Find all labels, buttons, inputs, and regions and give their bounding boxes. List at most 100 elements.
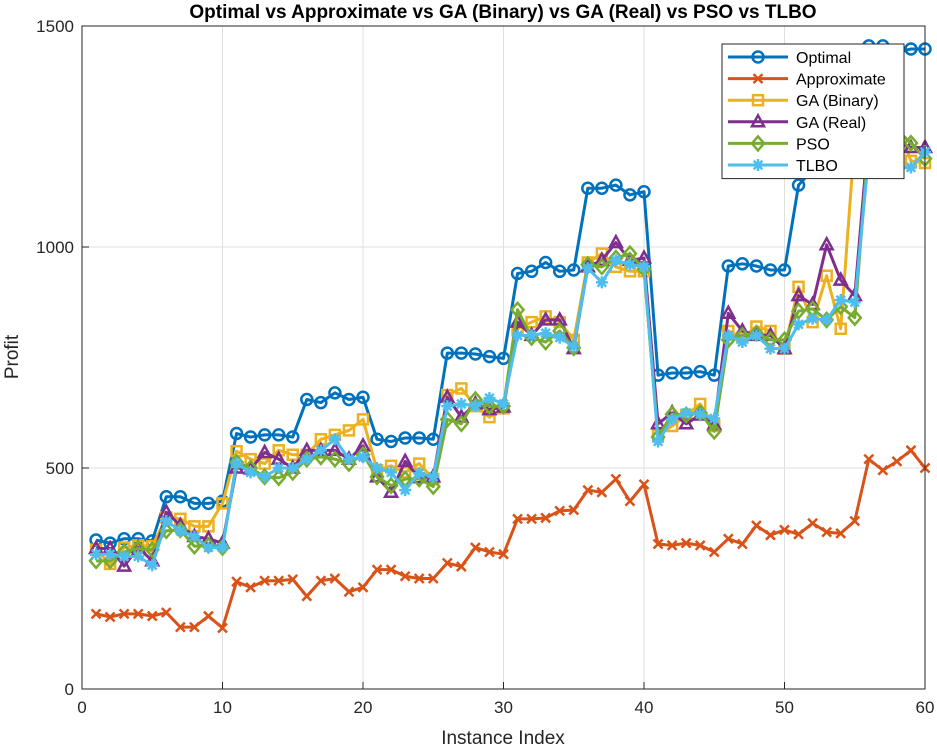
data-point-ga-real — [368, 467, 386, 483]
data-point-approximate — [582, 484, 594, 496]
data-point-pso — [341, 454, 357, 473]
data-point-optimal — [581, 181, 595, 195]
legend-box — [721, 43, 905, 180]
data-point-approximate — [807, 517, 818, 529]
data-point-approximate — [132, 608, 144, 620]
data-point-ga-real — [326, 441, 344, 457]
data-point-optimal — [314, 395, 328, 410]
data-point-approximate — [287, 574, 299, 585]
data-point-pso — [271, 468, 287, 487]
x-tick-label: 20 — [354, 698, 373, 717]
data-point-tlbo — [188, 530, 201, 543]
x-tick-label: 40 — [635, 698, 654, 717]
data-point-tlbo — [160, 515, 173, 528]
data-point-approximate — [245, 581, 256, 593]
data-point-tlbo — [216, 541, 229, 554]
data-point-approximate — [104, 611, 116, 623]
data-point-ga-real — [256, 443, 273, 459]
legend-entry-pso: PSO — [728, 134, 830, 153]
data-point-approximate — [610, 473, 622, 485]
data-point-ga-binary — [820, 269, 833, 282]
data-point-approximate — [470, 542, 481, 553]
data-point-tlbo — [314, 444, 327, 457]
legend-swatch-marker — [752, 73, 764, 84]
data-point-ga-binary — [216, 497, 229, 510]
data-point-optimal — [524, 264, 539, 279]
data-point-approximate — [203, 610, 214, 622]
data-point-optimal — [665, 366, 679, 380]
data-point-tlbo — [328, 433, 341, 446]
data-point-approximate — [905, 444, 917, 456]
data-point-pso — [285, 463, 301, 482]
data-point-tlbo — [834, 294, 847, 307]
tick-labels: 0 10 20 30 40 50 60 0 500 1000 1500 — [36, 17, 934, 717]
data-point-optimal — [791, 178, 806, 192]
data-point-optimal — [454, 346, 469, 360]
data-point-pso — [509, 300, 526, 319]
data-point-ga-binary — [455, 382, 468, 395]
data-point-approximate — [821, 526, 833, 538]
data-point-ga-real — [832, 271, 849, 286]
data-point-optimal — [904, 42, 918, 56]
data-point-approximate — [652, 538, 664, 550]
data-point-ga-real — [607, 233, 625, 249]
data-point-tlbo — [652, 435, 665, 448]
legend-swatch-marker — [751, 93, 765, 107]
data-point-approximate — [835, 528, 847, 539]
data-point-tlbo — [609, 254, 622, 267]
data-point-tlbo — [567, 340, 580, 353]
data-point-optimal — [482, 349, 497, 364]
data-point-optimal — [257, 428, 272, 442]
data-point-ga-real — [593, 251, 610, 267]
data-point-optimal — [552, 264, 567, 279]
data-point-approximate — [568, 504, 580, 516]
data-point-tlbo — [778, 342, 791, 355]
data-point-optimal — [384, 434, 398, 449]
data-point-optimal — [679, 366, 693, 380]
data-point-ga-real — [720, 304, 737, 320]
data-point-optimal — [187, 496, 202, 511]
data-point-ga-binary — [272, 444, 285, 457]
data-point-pso — [594, 257, 610, 276]
data-point-pso — [158, 521, 174, 540]
data-point-tlbo — [666, 413, 679, 426]
data-point-tlbo — [272, 462, 285, 474]
data-point-ga-real — [818, 235, 835, 251]
data-point-approximate — [638, 478, 650, 490]
data-point-pso — [186, 537, 203, 556]
data-point-pso — [383, 476, 399, 495]
data-point-tlbo — [553, 331, 566, 344]
data-point-ga-binary — [792, 280, 805, 294]
data-point-tlbo — [764, 342, 777, 355]
legend-label: PSO — [796, 136, 830, 153]
data-point-optimal — [201, 496, 216, 511]
data-point-tlbo — [202, 541, 215, 554]
data-point-pso — [903, 134, 919, 153]
data-point-tlbo — [357, 450, 369, 463]
data-point-optimal — [609, 178, 623, 192]
data-point-tlbo — [722, 329, 735, 342]
data-point-ga-binary — [342, 424, 356, 437]
data-point-approximate — [624, 495, 636, 507]
data-point-optimal — [342, 392, 356, 407]
y-tick-label: 500 — [46, 459, 74, 478]
data-point-pso — [327, 450, 343, 469]
data-point-approximate — [343, 586, 355, 598]
data-point-optimal — [777, 263, 792, 277]
data-point-optimal — [159, 489, 174, 504]
data-point-ga-real — [354, 436, 372, 452]
data-point-optimal — [567, 263, 581, 277]
y-tick-label: 1000 — [36, 238, 74, 257]
x-tick-label: 30 — [494, 698, 513, 717]
data-point-approximate — [708, 546, 720, 558]
legend-entry-ga-binary: GA (Binary) — [728, 93, 879, 110]
data-point-optimal — [300, 392, 314, 407]
y-tick-label: 1500 — [36, 17, 74, 36]
data-point-tlbo — [286, 462, 299, 474]
x-tick-label: 50 — [775, 698, 794, 717]
data-point-approximate — [118, 608, 130, 620]
legend-swatch-marker — [752, 159, 764, 171]
series-line-optimal — [95, 44, 925, 545]
data-point-approximate — [174, 621, 186, 633]
data-point-tlbo — [90, 548, 103, 561]
